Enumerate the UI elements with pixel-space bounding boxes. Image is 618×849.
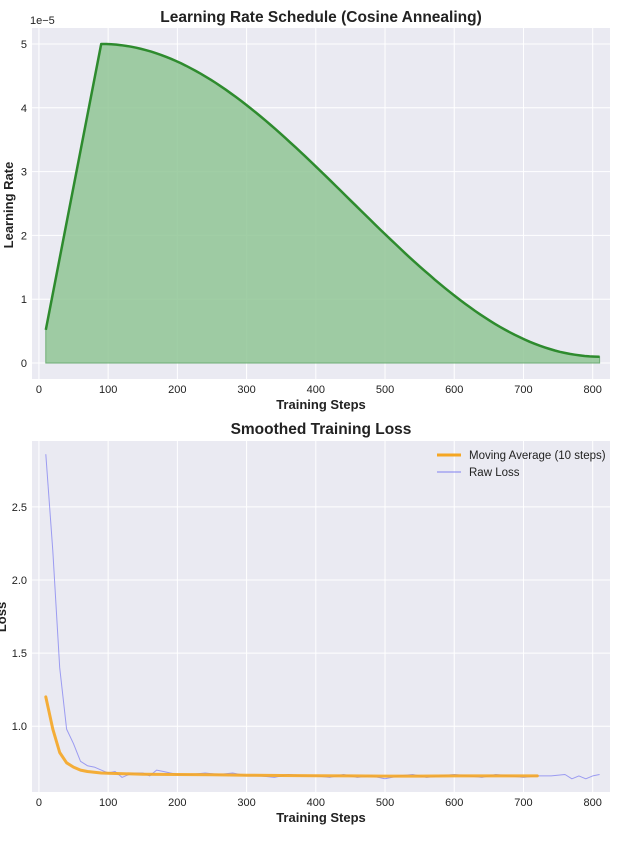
loss-plot-background [32,441,610,792]
legend-label-raw-loss: Raw Loss [469,467,520,479]
loss-x-tick-label: 0 [36,797,42,809]
lr-x-tick-label: 500 [376,384,394,396]
loss-y-tick-label: 1.5 [12,648,27,660]
lr-x-tick-label: 700 [514,384,532,396]
lr-y-tick-label: 1 [21,294,27,306]
lr-y-tick-label: 4 [21,103,27,115]
loss-chart: 0 100 200 300 400 500 600 700 800 1.0 1.5 2.0 2.5 Sm… [0,421,610,825]
lr-y-axis-label: Learning Rate [1,162,16,249]
loss-x-tick-label: 100 [99,797,117,809]
lr-x-tick-label: 600 [445,384,463,396]
lr-x-tick-label: 800 [584,384,602,396]
loss-ticks: 0 100 200 300 400 500 600 700 800 1.0 1.5 2.0 2.5 [12,502,602,809]
moving-average-line [44,695,539,778]
lr-chart-title: Learning Rate Schedule (Cosine Annealing… [160,9,482,26]
lr-y-tick-label: 5 [21,39,27,51]
loss-x-tick-label: 500 [376,797,394,809]
loss-marks [44,454,600,780]
loss-x-tick-label: 700 [514,797,532,809]
loss-y-axis-label: Loss [0,602,9,632]
loss-y-tick-label: 2.0 [12,575,27,587]
loss-x-tick-label: 400 [307,797,325,809]
lr-x-axis-label: Training Steps [276,397,366,412]
loss-grid [32,441,610,792]
lr-y-tick-label: 3 [21,167,27,179]
lr-y-tick-label: 2 [21,230,27,242]
lr-series-line [44,42,600,358]
loss-x-tick-label: 600 [445,797,463,809]
loss-chart-title: Smoothed Training Loss [231,421,412,438]
loss-x-tick-label: 300 [237,797,255,809]
loss-x-tick-label: 200 [168,797,186,809]
lr-x-tick-label: 200 [168,384,186,396]
lr-ticks: 0 100 200 300 400 500 600 700 800 0 1 2 3 4 5 [21,39,602,396]
lr-x-tick-label: 300 [237,384,255,396]
lr-x-tick-label: 100 [99,384,117,396]
lr-chart: 0 100 200 300 400 500 600 700 800 0 1 2 3 4 5 Learning… [1,9,610,412]
legend-label-moving-average: Moving Average (10 steps) [469,450,606,462]
loss-y-tick-label: 1.0 [12,721,27,733]
loss-x-axis-label: Training Steps [276,810,366,825]
lr-y-offset-label: 1e−5 [30,15,55,27]
lr-marks [44,42,601,364]
loss-y-tick-label: 2.5 [12,502,27,514]
lr-x-tick-label: 0 [36,384,42,396]
loss-x-tick-label: 800 [584,797,602,809]
loss-legend: Moving Average (10 steps) Raw Loss [437,450,606,479]
lr-y-tick-label: 0 [21,358,27,370]
lr-x-tick-label: 400 [307,384,325,396]
